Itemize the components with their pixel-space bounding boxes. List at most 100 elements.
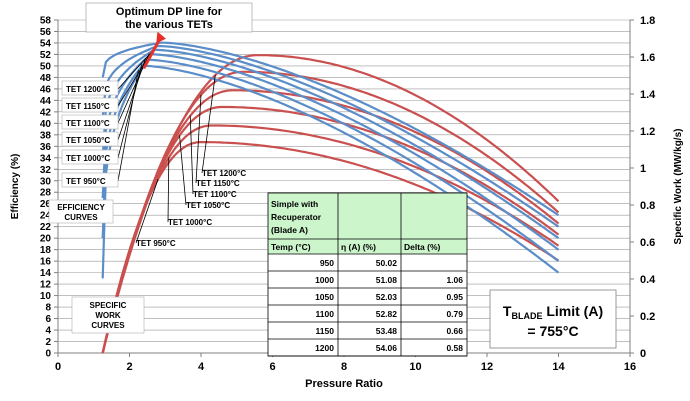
specific-work-curves-label: WORK bbox=[95, 311, 121, 320]
blade-limit-label: TBLADE Limit (A) bbox=[503, 303, 603, 321]
y-tick-label-right: 1.8 bbox=[640, 15, 655, 27]
y-axis-label-left: Efficiency (%) bbox=[10, 154, 21, 220]
y-tick-label-left: 26 bbox=[40, 199, 52, 210]
table-cell: 1200 bbox=[315, 343, 334, 353]
specific-work-leader-line bbox=[167, 157, 170, 223]
specific-work-curves-box bbox=[71, 296, 145, 334]
efficiency-curve-label: TET 1100°C bbox=[66, 119, 110, 128]
y-tick-label-right: 1 bbox=[640, 163, 646, 175]
x-tick-label: 4 bbox=[198, 361, 205, 373]
table-cell: 0.66 bbox=[446, 326, 463, 336]
y-tick-label-left: 12 bbox=[40, 280, 52, 291]
y-tick-label-right: 0.8 bbox=[640, 200, 655, 212]
y-tick-label-left: 14 bbox=[40, 268, 52, 279]
y-tick-label-left: 52 bbox=[40, 50, 52, 61]
efficiency-leader-line bbox=[117, 46, 157, 90]
y-tick-label-left: 30 bbox=[40, 176, 52, 187]
efficiency-leader-line bbox=[117, 58, 146, 141]
specific-work-leader-line bbox=[195, 94, 202, 184]
y-tick-label-left: 44 bbox=[40, 96, 52, 107]
table-title: (Blade A) bbox=[271, 225, 308, 235]
table-cell: 54.06 bbox=[376, 343, 398, 353]
y-tick-label-left: 50 bbox=[40, 61, 52, 72]
specific-work-leader-line bbox=[189, 115, 194, 195]
table-cell: 1.06 bbox=[446, 275, 463, 285]
table-cell: 52.82 bbox=[376, 309, 398, 319]
y-tick-label-left: 2 bbox=[45, 337, 51, 348]
efficiency-curves-box bbox=[48, 199, 114, 224]
y-tick-label-right: 1.2 bbox=[640, 126, 655, 138]
table-cell: 51.08 bbox=[376, 275, 398, 285]
y-tick-label-right: 0 bbox=[640, 348, 646, 360]
table-cell: 950 bbox=[320, 258, 334, 268]
efficiency-line-tet-1000 bbox=[101, 58, 560, 262]
specific-work-curve-label: TET 1050°C bbox=[186, 201, 230, 210]
table-cell: 52.03 bbox=[376, 292, 398, 302]
y-tick-label-left: 38 bbox=[40, 130, 52, 141]
specific-work-line-tet-950 bbox=[101, 141, 560, 354]
specific-work-line-tet-1200 bbox=[101, 54, 560, 354]
efficiency-curves-label: EFFICIENCY bbox=[57, 203, 105, 212]
x-tick-label: 0 bbox=[55, 361, 61, 373]
y-tick-label-left: 8 bbox=[45, 303, 51, 314]
specific-work-curve-label: TET 950°C bbox=[136, 239, 176, 248]
specific-work-line-tet-1000 bbox=[101, 124, 560, 354]
efficiency-curve-label: TET 1200°C bbox=[66, 85, 110, 94]
efficiency-line-tet-1050 bbox=[101, 53, 560, 251]
y-axis-label-right: Specific Work (MW/kg/s) bbox=[673, 129, 684, 245]
table-cell: 50.02 bbox=[376, 258, 398, 268]
efficiency-label-box bbox=[61, 97, 119, 113]
x-tick-label: 10 bbox=[409, 361, 421, 373]
optimum-dp-line bbox=[142, 39, 161, 69]
blade-limit-value: = 755°C bbox=[527, 323, 578, 339]
efficiency-curve-label: TET 1000°C bbox=[66, 154, 110, 163]
efficiency-line-tet-1200 bbox=[101, 41, 560, 217]
y-tick-label-left: 22 bbox=[40, 222, 52, 233]
optimum-label-line2: the various TETs bbox=[125, 19, 213, 31]
y-tick-label-left: 40 bbox=[40, 119, 52, 130]
specific-work-curve-label: TET 1150°C bbox=[196, 179, 240, 188]
y-tick-label-left: 34 bbox=[40, 153, 52, 164]
table-cell: 53.48 bbox=[376, 326, 398, 336]
x-tick-label: 6 bbox=[269, 361, 275, 373]
x-tick-label: 14 bbox=[552, 361, 565, 373]
y-tick-label-left: 58 bbox=[40, 16, 52, 27]
efficiency-curve-label: TET 1150°C bbox=[66, 102, 110, 111]
efficiency-line-tet-1150 bbox=[101, 44, 560, 228]
x-tick-label: 2 bbox=[126, 361, 132, 373]
y-tick-label-left: 56 bbox=[40, 27, 52, 38]
table-cell: 1050 bbox=[315, 292, 334, 302]
specific-work-curves-label: SPECIFIC bbox=[90, 301, 127, 310]
efficiency-line-tet-950 bbox=[101, 64, 560, 279]
y-tick-label-right: 0.2 bbox=[640, 311, 655, 323]
y-tick-label-right: 1.6 bbox=[640, 52, 655, 64]
efficiency-leader-line bbox=[117, 69, 139, 182]
table-cell: 0.79 bbox=[446, 309, 463, 319]
table-column-header: η (A) (%) bbox=[341, 242, 376, 252]
specific-work-curve-label: TET 1000°C bbox=[168, 218, 212, 227]
specific-work-curve-label: TET 1100°C bbox=[193, 190, 237, 199]
x-axis-label: Pressure Ratio bbox=[305, 378, 383, 390]
optimum-label-line1: Optimum DP line for bbox=[116, 6, 223, 18]
table-column-header: Delta (%) bbox=[404, 242, 441, 252]
efficiency-curve-label: TET 950°C bbox=[66, 177, 106, 186]
y-tick-label-left: 54 bbox=[40, 38, 52, 49]
y-tick-label-left: 4 bbox=[45, 326, 51, 337]
x-tick-label: 12 bbox=[481, 361, 493, 373]
y-tick-label-left: 18 bbox=[40, 245, 52, 256]
blade-limit-box bbox=[489, 289, 617, 349]
table-cell: 0.95 bbox=[446, 292, 463, 302]
y-tick-label-left: 36 bbox=[40, 142, 52, 153]
table-cell: 1100 bbox=[316, 309, 335, 319]
y-tick-label-left: 28 bbox=[40, 188, 52, 199]
table-column-header: Temp (°C) bbox=[271, 242, 311, 252]
y-tick-label-left: 20 bbox=[40, 234, 52, 245]
x-tick-label: 16 bbox=[624, 361, 636, 373]
specific-work-leader-line bbox=[179, 135, 187, 206]
table-cell: 0.58 bbox=[446, 343, 463, 353]
efficiency-label-box bbox=[61, 80, 119, 96]
efficiency-label-box bbox=[61, 149, 119, 165]
efficiency-line-tet-1100 bbox=[101, 48, 560, 240]
y-tick-label-left: 16 bbox=[40, 257, 52, 268]
y-tick-label-left: 0 bbox=[45, 349, 51, 360]
